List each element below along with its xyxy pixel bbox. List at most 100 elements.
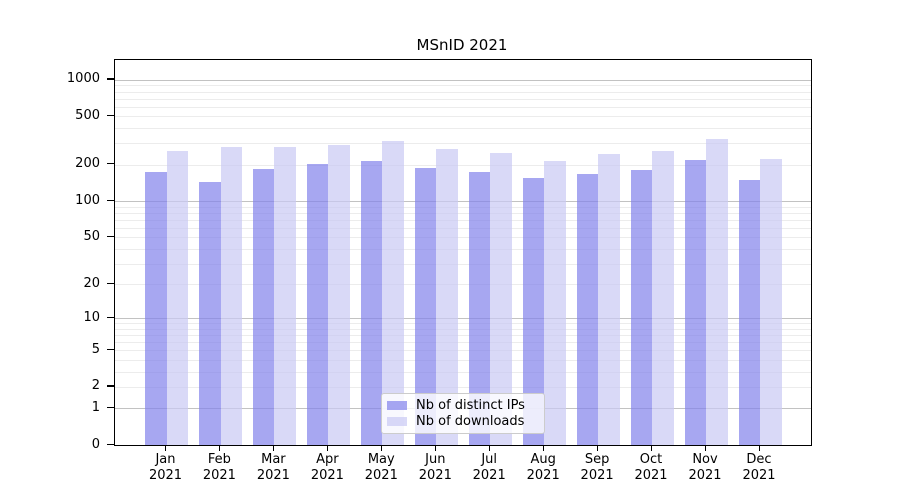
y-tick-label: 5 xyxy=(91,341,100,357)
x-tick-mark xyxy=(218,445,221,451)
bar-downloads-mar xyxy=(274,147,296,445)
gridline-minor xyxy=(115,342,811,344)
bar-distinct-ips-oct xyxy=(630,170,652,445)
bar-distinct-ips-sep xyxy=(576,174,599,445)
gridline-major xyxy=(115,201,811,202)
bar-distinct-ips-feb xyxy=(199,181,221,445)
gridline-minor xyxy=(115,219,811,221)
x-tick-label-sep: Sep 2021 xyxy=(580,452,614,483)
gridline-minor xyxy=(115,206,811,208)
bar-downloads-aug xyxy=(544,161,566,445)
y-tick-mark xyxy=(107,443,114,445)
x-tick-label-aug: Aug 2021 xyxy=(526,452,560,483)
x-tick-label-may: May 2021 xyxy=(364,452,398,483)
bar-distinct-ips-jun xyxy=(414,167,437,445)
x-tick-label-nov: Nov 2021 xyxy=(688,452,722,483)
x-tick-mark xyxy=(704,445,706,451)
bar-downloads-sep xyxy=(598,153,620,445)
gridline-minor xyxy=(115,164,811,166)
bar-downloads-feb xyxy=(220,147,242,445)
x-tick-label-jan: Jan 2021 xyxy=(148,452,183,483)
y-tick-mark xyxy=(107,199,114,201)
x-tick-label-oct: Oct 2021 xyxy=(634,452,668,483)
bar-downloads-oct xyxy=(652,150,674,445)
y-tick-label: 1000 xyxy=(66,71,100,87)
gridline-minor xyxy=(115,98,811,100)
y-tick-label: 100 xyxy=(75,192,100,208)
y-tick-mark xyxy=(107,163,114,165)
x-tick-label-mar: Mar 2021 xyxy=(256,452,290,483)
x-tick-mark xyxy=(650,445,652,451)
gridline-minor xyxy=(115,248,811,250)
x-tick-mark xyxy=(434,445,437,451)
x-tick-mark xyxy=(542,445,544,451)
x-tick-label-apr: Apr 2021 xyxy=(310,452,344,483)
plot-area xyxy=(114,59,812,446)
y-tick-label: 0 xyxy=(91,436,100,452)
bar-distinct-ips-mar xyxy=(252,168,275,445)
bar-distinct-ips-apr xyxy=(306,163,329,445)
gridline-minor xyxy=(115,237,811,239)
bar-distinct-ips-nov xyxy=(684,159,706,445)
y-tick-mark xyxy=(107,78,114,80)
gridline-minor xyxy=(115,386,811,388)
x-tick-label-feb: Feb 2021 xyxy=(202,452,236,483)
y-tick-label: 20 xyxy=(83,275,100,291)
bar-distinct-ips-jan xyxy=(145,171,167,445)
x-tick-label-jul: Jul 2021 xyxy=(472,452,506,483)
gridline-minor xyxy=(115,359,811,361)
gridline-minor xyxy=(115,128,811,130)
gridline-minor xyxy=(115,212,811,214)
legend: Nb of distinct IPs Nb of downloads xyxy=(381,393,545,434)
y-tick-mark xyxy=(107,114,114,117)
bar-downloads-jul xyxy=(490,153,512,445)
gridline-major xyxy=(115,318,811,320)
x-tick-mark xyxy=(326,445,329,451)
gridline-minor xyxy=(115,91,811,93)
y-tick-mark xyxy=(107,406,114,409)
gridline-minor xyxy=(115,328,811,330)
x-tick-mark xyxy=(165,445,167,451)
y-tick-mark xyxy=(107,385,114,387)
legend-label-distinct-ips: Nb of distinct IPs xyxy=(416,398,525,414)
x-tick-mark xyxy=(272,445,275,451)
gridline-minor xyxy=(115,284,811,286)
gridline-minor xyxy=(115,116,811,118)
y-tick-label: 500 xyxy=(75,107,100,123)
gridline-minor xyxy=(115,227,811,229)
bar-downloads-jan xyxy=(166,150,188,445)
gridline-minor xyxy=(115,335,811,337)
x-tick-mark xyxy=(758,445,760,451)
gridline-minor xyxy=(115,350,811,352)
legend-item-downloads: Nb of downloads xyxy=(387,414,538,430)
y-tick-mark xyxy=(107,348,114,351)
gridline-minor xyxy=(115,85,811,87)
y-tick-mark xyxy=(107,316,114,318)
legend-swatch-downloads xyxy=(387,416,407,426)
bar-downloads-may xyxy=(382,141,404,445)
gridline-minor xyxy=(115,263,811,265)
bar-distinct-ips-dec xyxy=(738,179,760,445)
x-tick-mark xyxy=(596,445,598,451)
gridline-minor xyxy=(115,371,811,373)
bar-distinct-ips-aug xyxy=(522,178,545,445)
bar-downloads-nov xyxy=(706,138,728,445)
y-tick-label: 10 xyxy=(83,309,100,325)
y-tick-mark xyxy=(107,282,114,284)
gridline-minor xyxy=(115,143,811,145)
bar-downloads-jun xyxy=(436,148,458,445)
gridline-major xyxy=(115,79,811,81)
x-tick-label-jun: Jun 2021 xyxy=(418,452,452,483)
legend-item-distinct-ips: Nb of distinct IPs xyxy=(387,398,538,414)
bar-distinct-ips-jul xyxy=(468,171,491,445)
legend-label-downloads: Nb of downloads xyxy=(416,413,525,429)
gridline-minor xyxy=(115,106,811,108)
bar-downloads-apr xyxy=(328,144,350,445)
x-tick-mark xyxy=(380,445,383,451)
bar-distinct-ips-may xyxy=(360,160,383,445)
chart-title: MSnID 2021 xyxy=(416,36,508,54)
x-tick-mark xyxy=(488,445,490,451)
y-tick-label: 200 xyxy=(75,156,100,172)
y-tick-label: 1 xyxy=(91,399,100,415)
